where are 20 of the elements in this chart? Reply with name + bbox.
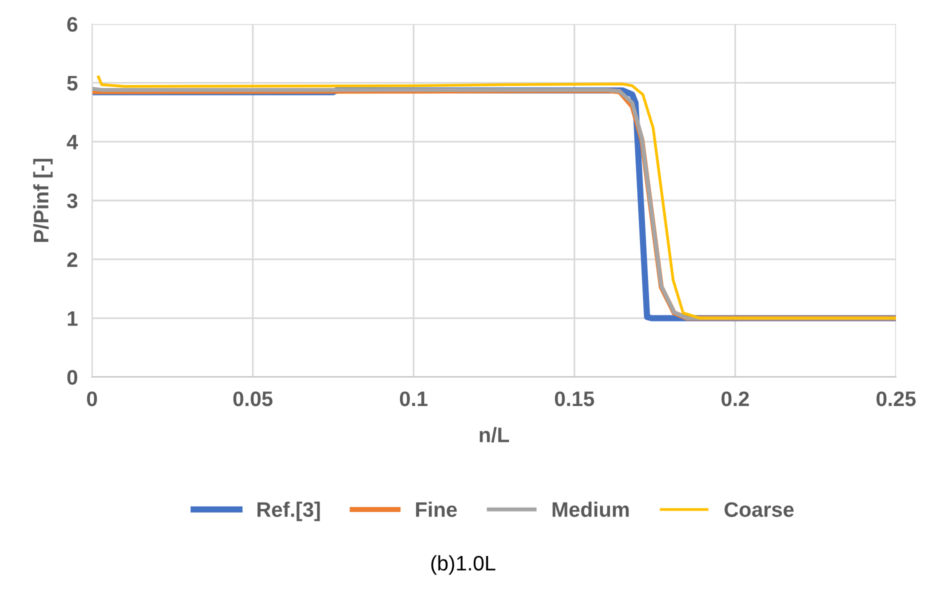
y-tick-label: 4 bbox=[66, 134, 78, 150]
legend-label: Fine bbox=[416, 502, 457, 517]
x-tick-label: 0.1 bbox=[400, 391, 428, 406]
legend-label: Ref.[3] bbox=[258, 502, 320, 522]
y-tick-label: 1 bbox=[68, 311, 78, 326]
y-tick-label: 6 bbox=[67, 17, 78, 32]
y-tick-label: 5 bbox=[67, 76, 78, 91]
y-tick-label: 3 bbox=[67, 194, 78, 208]
legend-label: Medium bbox=[552, 502, 629, 517]
x-tick-label: 0.25 bbox=[876, 391, 916, 406]
x-tick-label: 0.15 bbox=[554, 391, 594, 406]
x-tick-label: 0 bbox=[87, 391, 97, 406]
y-tick-label: 2 bbox=[67, 252, 78, 267]
y-tick-label: 0 bbox=[67, 370, 78, 385]
x-tick-label: 0.2 bbox=[722, 391, 749, 406]
x-tick-label: 0.05 bbox=[233, 391, 272, 406]
text: (b)1.0L bbox=[431, 555, 496, 575]
x-axis-title: n/L bbox=[480, 426, 509, 442]
y-axis-title: P/Pinf [-] bbox=[33, 158, 53, 242]
legend-label: Coarse bbox=[724, 502, 794, 517]
